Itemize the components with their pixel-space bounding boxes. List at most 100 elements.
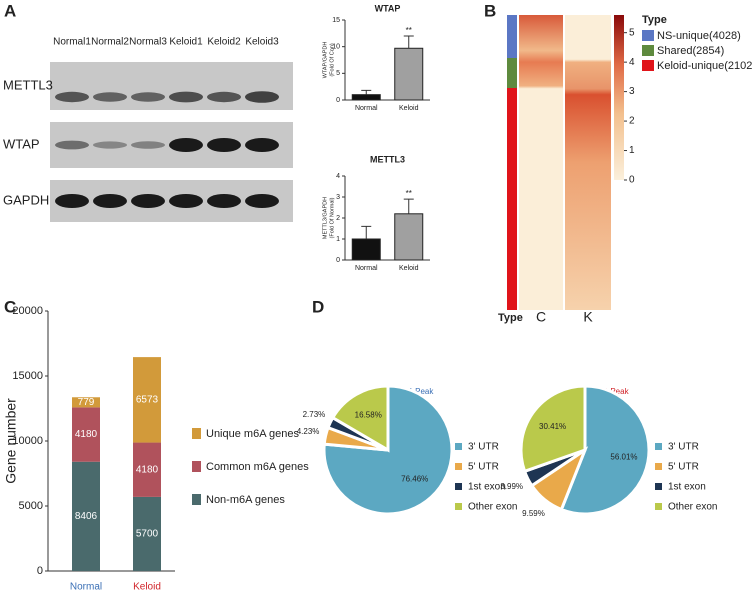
heatmap-column: [519, 15, 563, 310]
y-tick-label: 2: [336, 215, 340, 222]
colorbar-label: 3: [629, 86, 635, 97]
y-axis-label: WTAP/GAPDH: [322, 42, 328, 79]
colorbar-label: 2: [629, 116, 635, 127]
value-label: 6573: [136, 394, 159, 405]
blot-background: [50, 62, 293, 110]
value-label: 3.99%: [500, 482, 523, 491]
column-label: K: [583, 309, 593, 325]
value-label: 76.46%: [401, 474, 428, 483]
pie-slice: [559, 384, 651, 516]
colorbar-label: 1: [629, 145, 635, 156]
blot-band: [55, 140, 89, 150]
blot-band: [131, 194, 165, 208]
blot-band: [207, 138, 241, 152]
legend-swatch: [192, 461, 201, 472]
x-tick-label: Keloid: [399, 265, 419, 272]
pie-slice: [330, 384, 390, 453]
row-label: Type: [498, 312, 523, 324]
x-tick-label: Keloid: [399, 105, 419, 112]
blot-band: [131, 141, 165, 149]
lane-label: Keloid1: [169, 37, 203, 48]
value-label: 8406: [75, 511, 98, 522]
legend-label: Other exon: [668, 502, 717, 513]
chart-title: METTL3: [370, 154, 405, 164]
panel-label: A: [4, 1, 16, 20]
legend-label: 3' UTR: [668, 442, 699, 453]
x-tick-label: Normal: [355, 265, 378, 272]
blot-band: [55, 194, 89, 208]
legend-label: NS-unique(4028): [657, 30, 741, 42]
error-bar: [403, 35, 414, 49]
y-tick-label: 10: [332, 44, 340, 51]
legend-swatch: [655, 483, 662, 490]
legend-swatch: [655, 503, 662, 510]
legend-swatch: [455, 443, 462, 450]
y-axis-label: Gene number: [3, 398, 19, 484]
legend-swatch: [455, 483, 462, 490]
legend-label: Common m6A genes: [206, 461, 309, 473]
bar: [351, 238, 381, 261]
legend-swatch: [455, 463, 462, 470]
error-bar: [361, 89, 372, 95]
y-tick-label: 0: [37, 565, 43, 577]
y-axis-label: (Fold Of Normal): [329, 197, 335, 238]
blot-band: [207, 91, 241, 103]
blot-band: [207, 194, 241, 208]
column-label: C: [536, 309, 546, 325]
legend-label: 5' UTR: [668, 462, 699, 473]
blot-band: [93, 194, 127, 208]
pie-slice: [322, 384, 454, 516]
colorbar-label: 5: [629, 27, 635, 38]
bar: [394, 47, 424, 101]
y-tick-label: 0: [336, 97, 340, 104]
lane-label: Keloid3: [245, 37, 279, 48]
blot-band: [93, 92, 127, 102]
blot-band: [169, 91, 203, 103]
row-label: WTAP: [3, 136, 40, 151]
value-label: 16.58%: [355, 411, 382, 420]
y-tick-label: 4: [336, 173, 340, 180]
legend-label: Unique m6A genes: [206, 428, 299, 440]
value-label: 2.73%: [303, 410, 326, 419]
blot-band: [245, 91, 279, 103]
y-tick-label: 15000: [12, 370, 43, 382]
legend-swatch: [642, 30, 654, 41]
heatmap-column: [565, 15, 611, 310]
y-tick-label: 1: [336, 236, 340, 243]
blot-band: [245, 138, 279, 152]
legend-swatch: [655, 463, 662, 470]
blot-band: [93, 141, 127, 149]
legend-label: 5' UTR: [468, 462, 499, 473]
chart-title: WTAP: [375, 3, 401, 13]
bar-segment: [133, 496, 161, 571]
blot-band: [169, 194, 203, 208]
x-tick-label: Normal: [70, 582, 102, 593]
blot-band: [131, 92, 165, 102]
type-bar: [507, 15, 517, 58]
value-label: 5700: [136, 529, 159, 540]
legend-title: Type: [642, 14, 667, 26]
legend-label: 1st exon: [468, 482, 506, 493]
pie-slice: [519, 384, 587, 474]
legend-label: 1st exon: [668, 482, 706, 493]
value-label: 4180: [75, 429, 98, 440]
x-tick-label: Keloid: [133, 582, 161, 593]
y-axis-label: METTL3/GAPDH: [322, 197, 328, 239]
legend-label: 3' UTR: [468, 442, 499, 453]
legend-swatch: [655, 443, 662, 450]
y-tick-label: 20000: [12, 305, 43, 317]
y-tick-label: 15: [332, 17, 340, 24]
y-tick-label: 0: [336, 257, 340, 264]
panel-label: C: [4, 297, 16, 316]
blot-band: [245, 194, 279, 208]
legend-label: Non-m6A genes: [206, 494, 285, 506]
colorbar-label: 4: [629, 57, 635, 68]
significance: **: [406, 26, 412, 35]
legend-swatch: [192, 494, 201, 505]
value-label: 30.41%: [539, 422, 566, 431]
row-label: GAPDH: [3, 192, 49, 207]
bar: [351, 94, 381, 101]
bar-segment: [133, 357, 161, 443]
y-tick-label: 3: [336, 194, 340, 201]
